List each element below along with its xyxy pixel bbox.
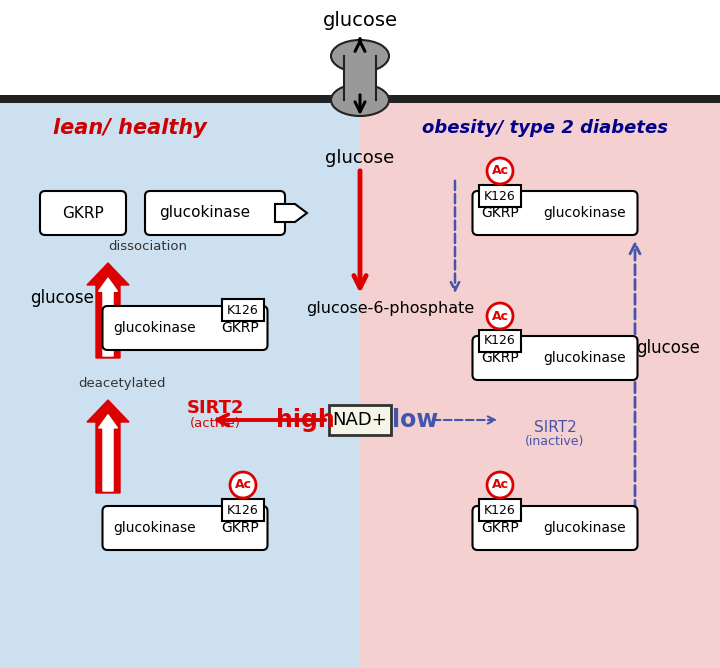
Text: GKRP: GKRP <box>221 521 259 535</box>
Text: glucose: glucose <box>325 149 395 167</box>
FancyBboxPatch shape <box>102 306 268 350</box>
Text: glucose-6-phosphate: glucose-6-phosphate <box>306 301 474 315</box>
Text: K126: K126 <box>484 504 516 516</box>
Text: glucokinase: glucokinase <box>544 351 626 365</box>
FancyBboxPatch shape <box>0 0 720 95</box>
Text: dissociation: dissociation <box>109 240 187 253</box>
Text: (inactive): (inactive) <box>526 436 585 448</box>
FancyArrow shape <box>275 204 307 222</box>
Text: K126: K126 <box>227 303 259 317</box>
FancyBboxPatch shape <box>344 56 376 100</box>
Text: glucose: glucose <box>30 289 94 307</box>
Text: Ac: Ac <box>235 478 251 492</box>
Circle shape <box>487 158 513 184</box>
Text: GKRP: GKRP <box>481 351 519 365</box>
FancyBboxPatch shape <box>360 103 720 668</box>
Text: obesity/ type 2 diabetes: obesity/ type 2 diabetes <box>422 119 668 137</box>
Text: Ac: Ac <box>492 164 508 178</box>
Circle shape <box>487 303 513 329</box>
Text: glucose: glucose <box>323 11 397 29</box>
FancyBboxPatch shape <box>479 499 521 521</box>
Text: SIRT2: SIRT2 <box>186 399 244 417</box>
Text: high: high <box>276 408 334 432</box>
Text: GKRP: GKRP <box>221 321 259 335</box>
Text: K126: K126 <box>227 504 259 516</box>
FancyBboxPatch shape <box>479 330 521 352</box>
FancyBboxPatch shape <box>222 299 264 321</box>
Text: SIRT2: SIRT2 <box>534 420 577 436</box>
Text: lean/ healthy: lean/ healthy <box>53 118 207 138</box>
FancyBboxPatch shape <box>145 191 285 235</box>
Text: deacetylated: deacetylated <box>78 377 166 389</box>
FancyBboxPatch shape <box>479 185 521 207</box>
Circle shape <box>487 472 513 498</box>
Text: glucokinase: glucokinase <box>114 321 197 335</box>
Text: Ac: Ac <box>492 309 508 323</box>
FancyBboxPatch shape <box>0 95 720 103</box>
FancyBboxPatch shape <box>472 506 637 550</box>
Text: K126: K126 <box>484 335 516 347</box>
Ellipse shape <box>331 84 389 116</box>
Text: GKRP: GKRP <box>481 521 519 535</box>
Ellipse shape <box>331 40 389 72</box>
FancyArrow shape <box>99 278 117 356</box>
FancyArrow shape <box>87 263 129 358</box>
FancyBboxPatch shape <box>329 405 391 435</box>
Text: glucokinase: glucokinase <box>544 521 626 535</box>
FancyBboxPatch shape <box>472 336 637 380</box>
Text: glucose: glucose <box>636 339 700 357</box>
FancyBboxPatch shape <box>472 191 637 235</box>
FancyArrow shape <box>99 415 117 491</box>
FancyBboxPatch shape <box>40 191 126 235</box>
Text: GKRP: GKRP <box>62 206 104 220</box>
Text: glucokinase: glucokinase <box>114 521 197 535</box>
FancyBboxPatch shape <box>0 103 360 668</box>
Text: GKRP: GKRP <box>481 206 519 220</box>
FancyBboxPatch shape <box>102 506 268 550</box>
Text: (active): (active) <box>189 417 240 430</box>
FancyArrow shape <box>87 400 129 493</box>
Text: glucokinase: glucokinase <box>544 206 626 220</box>
Circle shape <box>230 472 256 498</box>
Text: glucokinase: glucokinase <box>159 206 251 220</box>
Text: low: low <box>392 408 438 432</box>
FancyBboxPatch shape <box>222 499 264 521</box>
Text: NAD+: NAD+ <box>333 411 387 429</box>
Text: K126: K126 <box>484 190 516 202</box>
Text: Ac: Ac <box>492 478 508 492</box>
